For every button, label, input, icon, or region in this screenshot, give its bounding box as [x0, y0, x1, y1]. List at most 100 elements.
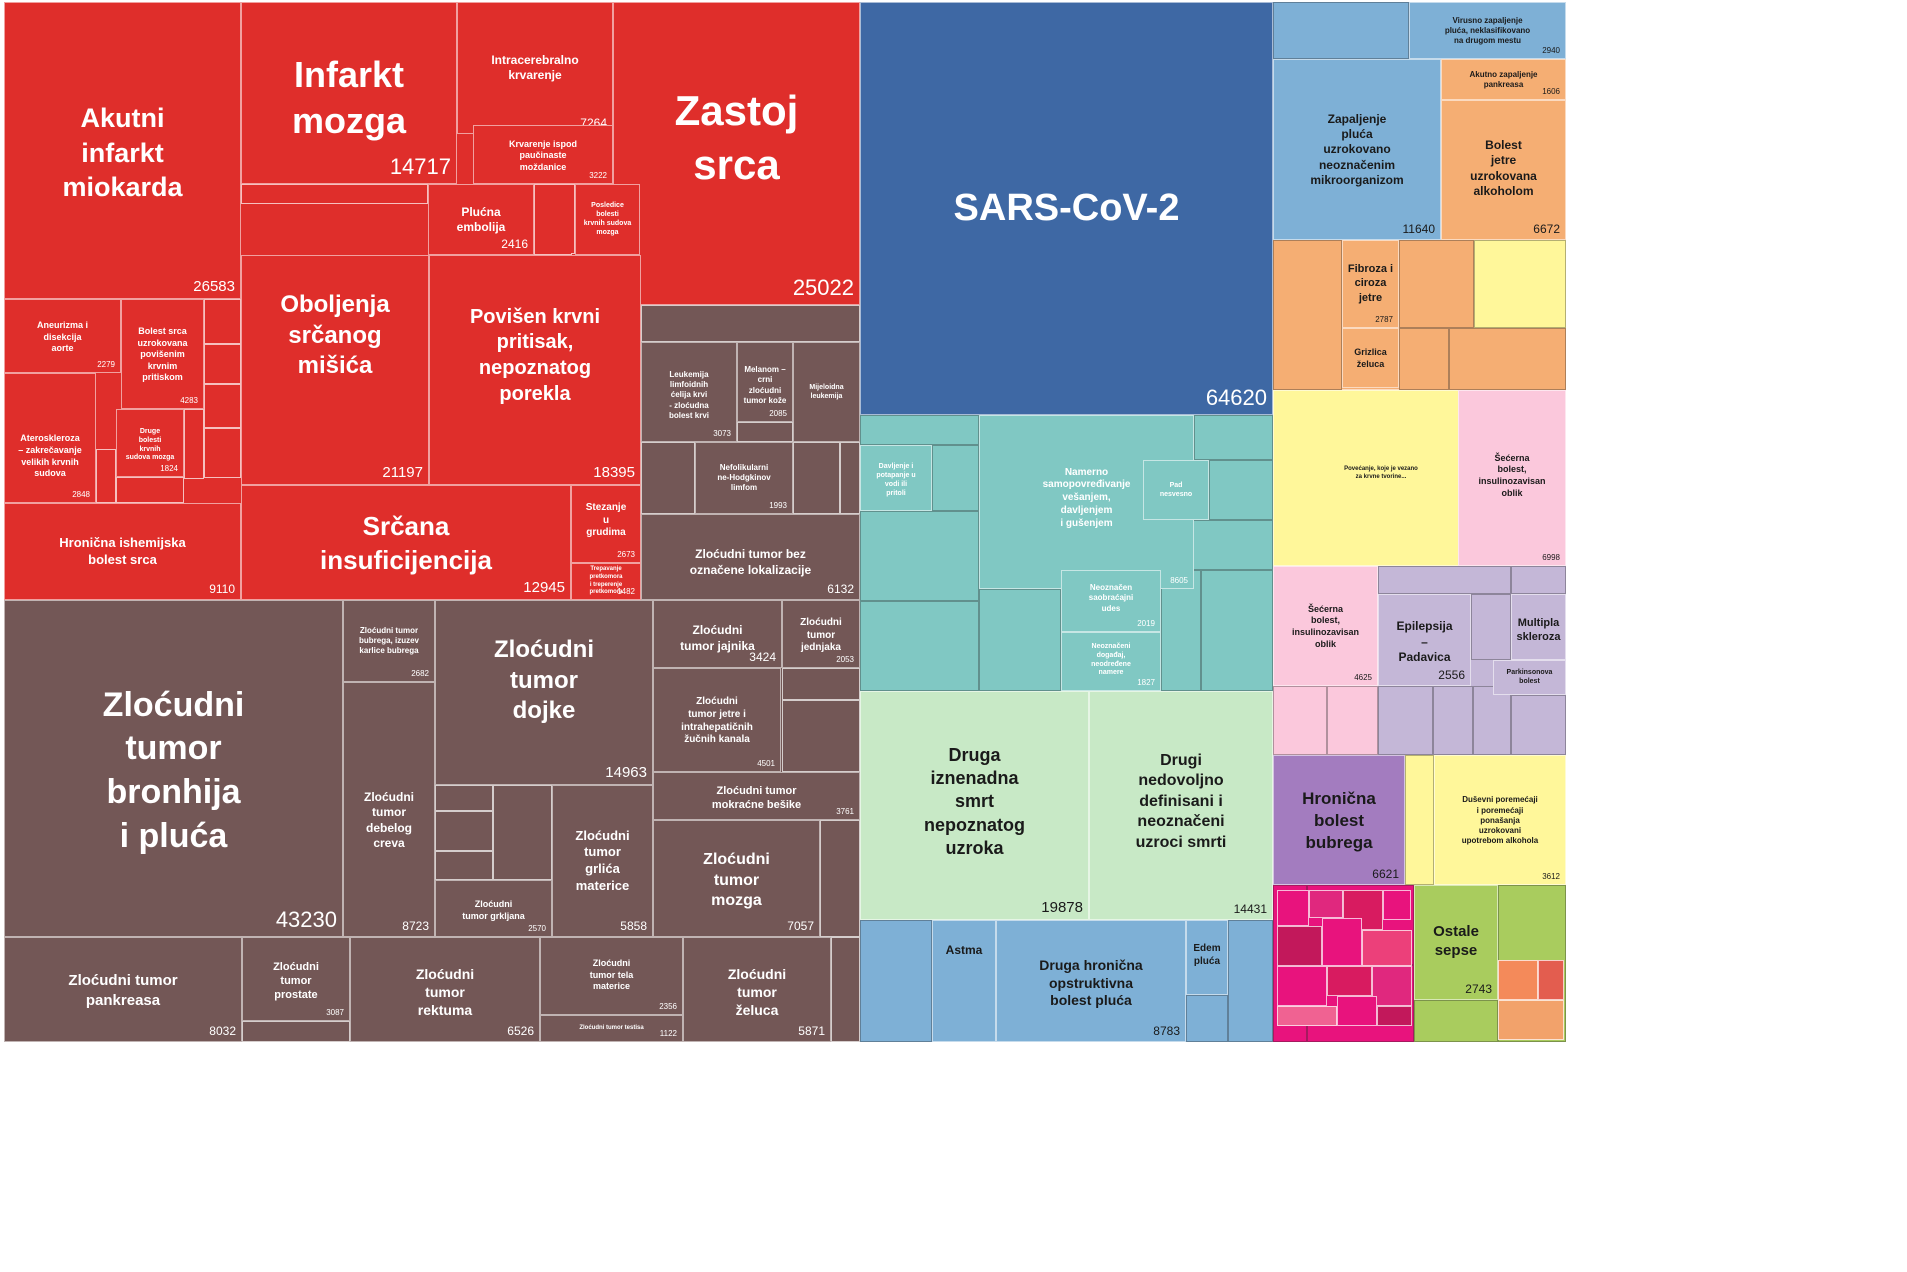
- treemap-subcell: [793, 442, 840, 514]
- treemap-cell[interactable]: Srčana insuficijencija 12945: [241, 485, 571, 600]
- treemap-cell[interactable]: Oboljenja srčanog mišića 21197: [241, 255, 429, 485]
- cell-value: 2053: [836, 655, 854, 664]
- treemap-cell[interactable]: Hronična ishemijska bolest srca 9110: [4, 503, 241, 600]
- treemap-cell[interactable]: Duševni poremećaji i poremećaji ponašanj…: [1434, 755, 1566, 885]
- treemap-cell[interactable]: Grizlica želuca: [1342, 328, 1399, 388]
- treemap-cell[interactable]: Stezanje u grudima 2673: [571, 485, 641, 563]
- treemap-cell[interactable]: Hronična bolest bubrega 6621: [1273, 755, 1405, 885]
- treemap-cell[interactable]: Šećerna bolest, insulinozavisan oblik 462…: [1273, 566, 1378, 686]
- treemap-cell[interactable]: SARS-CoV-2 64620: [860, 2, 1273, 415]
- treemap-cell[interactable]: Drugi nedovoljno definisani i neoznačeni…: [1089, 691, 1273, 920]
- treemap-subcell: [1511, 695, 1566, 755]
- treemap-subcell: [493, 785, 552, 880]
- treemap-cell[interactable]: Zloćudni tumor grlića materice 5858: [552, 785, 653, 937]
- treemap-cell[interactable]: Akutno zapaljenje pankreasa 1606: [1441, 59, 1566, 100]
- treemap-cell[interactable]: Zloćudni tumor bronhija i pluća 43230: [4, 600, 343, 937]
- treemap-subcell: [204, 384, 241, 428]
- treemap-cell[interactable]: Posledice bolesti krvnih sudova mozga: [575, 184, 640, 255]
- cell-label: Nefolikularni ne-Hodgkinov limfom: [717, 462, 771, 493]
- cell-label: Multipla skleroza: [1516, 616, 1561, 643]
- treemap-cell[interactable]: Zloćudni tumor tela materice 2356: [540, 937, 683, 1015]
- cell-label: Zloćudni tumor grkljana: [462, 899, 525, 921]
- treemap-subcell: [860, 511, 979, 601]
- treemap-cell[interactable]: Šećerna bolest, insulinozavisan oblik 699…: [1458, 390, 1566, 566]
- cell-label: Zloćudni tumor jednjaka: [800, 616, 842, 654]
- treemap-cell[interactable]: Zloćudni tumor jednjaka 2053: [782, 600, 860, 668]
- treemap-subcell: [241, 184, 428, 204]
- treemap-cell[interactable]: Zloćudni tumor mozga 7057: [653, 820, 820, 937]
- treemap-subcell: [204, 344, 241, 384]
- cell-value: 6998: [1542, 553, 1560, 562]
- cell-value: 6672: [1533, 222, 1560, 236]
- treemap-cell[interactable]: Pad nesvesno: [1143, 460, 1209, 520]
- cell-label: Zloćudni tumor testisa: [579, 1025, 644, 1032]
- cell-label: Drugi nedovoljno definisani i neoznačeni…: [1135, 751, 1227, 851]
- treemap-cell[interactable]: Parkinsonova bolest: [1493, 660, 1566, 695]
- treemap-cell[interactable]: Zloćudni tumor jetre i intrahepatičnih ž…: [653, 668, 781, 772]
- treemap-subcell: [1273, 2, 1409, 59]
- treemap-cell[interactable]: Aneurizma i disekcija aorte 2279: [4, 299, 121, 373]
- treemap-cell[interactable]: Zloćudni tumor bubrega, izuzev karlice b…: [343, 600, 435, 682]
- treemap-cell[interactable]: Druge bolesti krvnih sudova mozga 1824: [116, 409, 184, 477]
- treemap-cell[interactable]: Druga hronična opstruktivna bolest pluća…: [996, 920, 1186, 1042]
- treemap-cell[interactable]: Fibroza i ciroza jetre 2787: [1342, 240, 1399, 328]
- treemap-cell[interactable]: Virusno zapaljenje pluća, neklasifikovan…: [1409, 2, 1566, 59]
- cell-label: Hronična ishemijska bolest srca: [59, 534, 186, 567]
- treemap-cell[interactable]: Multipla skleroza: [1511, 594, 1566, 660]
- cell-value: 3424: [749, 650, 776, 664]
- treemap-cell[interactable]: Leukemija limfoidnih ćelija krvi - zloću…: [641, 342, 737, 442]
- cell-label: Zloćudni tumor grlića materice: [575, 827, 630, 893]
- treemap-cell[interactable]: Neoznačen saobraćajni udes 2019: [1061, 570, 1161, 632]
- treemap-cell[interactable]: Bolest srca uzrokovana povišenim krvnim …: [121, 299, 204, 409]
- treemap-cell[interactable]: Epilepsija – Padavica 2556: [1378, 594, 1471, 686]
- treemap-cell[interactable]: Zloćudni tumor bez označene lokalizacije…: [641, 514, 860, 600]
- treemap-cell[interactable]: Akutni infarkt miokarda 26583: [4, 2, 241, 299]
- cell-value: 2940: [1542, 46, 1560, 55]
- treemap-cell[interactable]: Astma: [932, 920, 996, 1042]
- cell-label: Povećanje, koje je vezano za krvne tvori…: [1344, 465, 1418, 480]
- treemap-cell[interactable]: Zloćudni tumor prostate 3087: [242, 937, 350, 1021]
- treemap-cell[interactable]: Zloćudni tumor testisa 1122: [540, 1015, 683, 1042]
- treemap-subcell: [1194, 415, 1273, 460]
- treemap-cell[interactable]: Zloćudni tumor dojke 14963: [435, 600, 653, 785]
- treemap-subcell: [1538, 960, 1564, 1000]
- treemap-cell[interactable]: Ateroskleroza – zakrečavanje velikih krv…: [4, 373, 96, 503]
- cell-label: Neoznačeni događaj, neodređene namere: [1091, 642, 1131, 677]
- treemap-cell[interactable]: Bolest jetre uzrokovana alkoholom 6672: [1441, 100, 1566, 240]
- treemap-cell[interactable]: Zloćudni tumor želuca 5871: [683, 937, 831, 1042]
- treemap-cell[interactable]: Nefolikularni ne-Hodgkinov limfom 1993: [695, 442, 793, 514]
- treemap-subcell: [1372, 966, 1412, 1006]
- treemap-subcell: [860, 920, 932, 1042]
- treemap-cell[interactable]: Plućna embolija 2416: [428, 184, 534, 255]
- treemap-cell[interactable]: Mijeloidna leukemija: [793, 342, 860, 442]
- treemap-cell[interactable]: Zloćudni tumor jajnika 3424: [653, 600, 782, 668]
- cell-label: Zloćudni tumor debelog creva: [364, 789, 414, 850]
- treemap-cell[interactable]: Trepavanje pretkomora i treperenje pretk…: [571, 563, 641, 600]
- treemap-cell[interactable]: Zapaljenje pluća uzrokovano neoznačenim …: [1273, 59, 1441, 240]
- treemap-subcell: [116, 477, 184, 503]
- cell-label: Povišen krvni pritisak, nepoznatog porek…: [469, 305, 601, 405]
- treemap-cell[interactable]: Zloćudni tumor mokraćne bešike 3761: [653, 772, 860, 820]
- treemap-cell[interactable]: Zloćudni tumor grkljana 2570: [435, 880, 552, 937]
- treemap-cell[interactable]: Ostale sepse 2743: [1414, 885, 1498, 1000]
- treemap-cell[interactable]: Povišen krvni pritisak, nepoznatog porek…: [429, 255, 641, 485]
- treemap-cell[interactable]: Davljenje i potapanje u vodi ili pritoli: [860, 445, 932, 511]
- treemap-cell[interactable]: Zloćudni tumor pankreasa 8032: [4, 937, 242, 1042]
- treemap-subcell: [242, 1021, 350, 1042]
- treemap-cell[interactable]: Druga iznenadna smrt nepoznatog uzroka 19…: [860, 691, 1089, 920]
- treemap-subcell: [1186, 995, 1228, 1042]
- treemap-cell[interactable]: Edem pluća: [1186, 920, 1228, 995]
- treemap-cell[interactable]: Krvarenje ispod paučinaste moždanice 3222: [473, 125, 613, 184]
- treemap-cell[interactable]: Neoznačeni događaj, neodređene namere 182…: [1061, 632, 1161, 691]
- treemap-cell[interactable]: Zloćudni tumor rektuma 6526: [350, 937, 540, 1042]
- treemap-cell[interactable]: Zastoj srca 25022: [613, 2, 860, 305]
- cell-label: Hronična bolest bubrega: [1302, 789, 1376, 852]
- treemap-subcell: [1399, 328, 1449, 390]
- treemap-cell[interactable]: Melanom – crni zloćudni tumor kože 2085: [737, 342, 793, 422]
- treemap-cell[interactable]: Intracerebralno krvarenje 7264: [457, 2, 613, 134]
- treemap-cell[interactable]: Zloćudni tumor debelog creva 8723: [343, 682, 435, 937]
- treemap-subcell: [979, 589, 1061, 691]
- treemap-cell[interactable]: Infarkt mozga 14717: [241, 2, 457, 184]
- treemap-cell[interactable]: Povećanje, koje je vezano za krvne tvori…: [1273, 390, 1489, 566]
- cell-label: Zastoj srca: [674, 87, 799, 188]
